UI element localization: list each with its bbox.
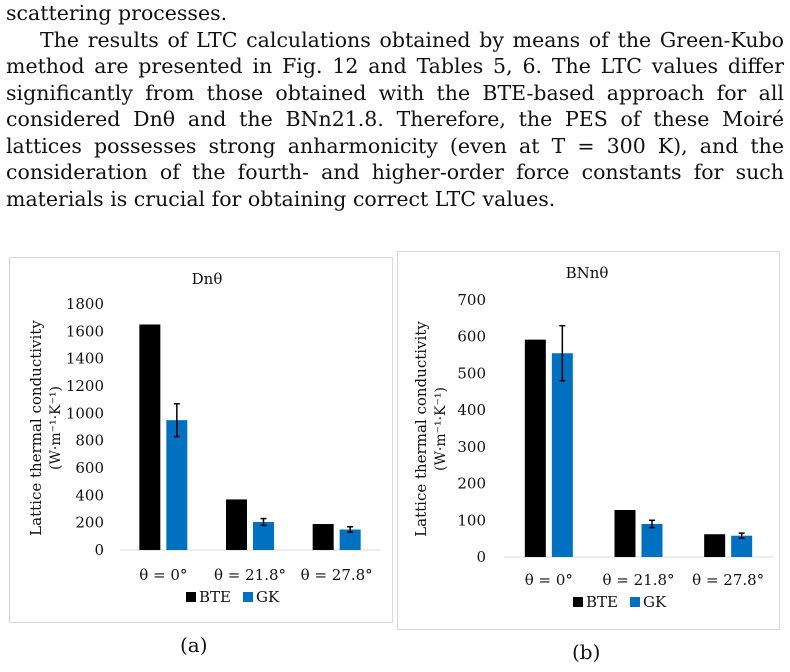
chart-b-ytick-7: 700 [457,291,486,309]
chart-a-legend-label-gk: GK [256,588,280,606]
chart-b-bar-bte-1 [614,510,636,557]
chart-a-bar-bte-0 [139,324,161,550]
chart-b-ytick-5: 500 [457,364,486,382]
chart-b-bar-bte-0 [524,339,546,557]
chart-b-ytick-2: 200 [457,475,486,493]
chart-a-ytick-0: 0 [94,541,104,559]
chart-a-xtick-1: θ = 21.8° [214,566,286,584]
chart-b-ytick-6: 600 [457,328,486,346]
caption-b: (b) [572,640,601,664]
chart-b-legend-swatch-gk [630,597,640,607]
body-text: scattering processes. The results of LTC… [6,0,784,212]
chart-a-ytick-3: 600 [75,459,104,477]
chart-b-bar-bte-2 [704,534,726,557]
chart-b-ytick-1: 100 [457,511,486,529]
caption-a: (a) [180,633,208,657]
chart-b-ytick-3: 300 [457,438,486,456]
chart-b-ytick-4: 400 [457,401,486,419]
chart-b-xtick-1: θ = 21.8° [602,571,674,589]
chart-b-legend-label-gk: GK [643,593,667,611]
chart-b-bar-gk-0 [551,353,573,557]
chart-a-bar-gk-2 [339,529,361,550]
chart-b-ytick-0: 0 [476,548,486,566]
chart-a-xtick-2: θ = 27.8° [301,566,373,584]
chart-b-ylabel-1: Lattice thermal conductivity [412,321,430,537]
chart-b-bar-gk-1 [641,523,663,557]
chart-b-xtick-0: θ = 0° [525,571,573,589]
chart-b-legend-label-bte: BTE [586,593,618,611]
chart-a-ytick-9: 1800 [66,295,104,313]
chart-a-legend-swatch-gk [243,592,253,602]
chart-a-ytick-7: 1400 [66,350,104,368]
chart-a-ylabel-1: Lattice thermal conductivity [27,320,45,536]
chart-b-bar-gk-2 [731,535,753,557]
chart-a-bar-gk-1 [253,521,274,550]
text-line-0: scattering processes. [6,1,228,25]
chart-a-title: Dnθ [192,270,223,288]
chart-b-ylabel-2: (W·m⁻¹·K⁻¹) [433,387,449,471]
chart-a-ytick-6: 1200 [66,377,104,395]
chart-b-svg: BNnθ 0 100 200 300 400 500 600 700 Lattice therma… [412,264,773,611]
chart-b-xtick-2: θ = 27.8° [692,571,764,589]
chart-a-ytick-5: 1000 [66,404,104,422]
chart-a-ytick-1: 200 [75,514,104,532]
chart-b-title: BNnθ [566,264,609,282]
chart-a-ytick-2: 400 [75,486,104,504]
chart-a-bar-gk-0 [166,420,188,550]
chart-panel-a: Dnθ 0 200 400 600 800 1000 1200 1400 1600 1800 Latt… [9,257,393,623]
chart-a-legend-swatch-bte [186,592,196,602]
chart-a-ytick-8: 1600 [66,322,104,340]
chart-a-bar-bte-2 [312,524,334,550]
chart-a-bar-bte-1 [226,499,247,550]
chart-a-ylabel-2: (W·m⁻¹·K⁻¹) [48,386,64,470]
chart-a-legend-label-bte: BTE [199,588,231,606]
chart-b-legend-swatch-bte [573,597,583,607]
chart-a-svg: Dnθ 0 200 400 600 800 1000 1200 1400 1600 1800 Latt… [27,270,380,606]
chart-a-xtick-0: θ = 0° [139,566,187,584]
chart-a-ytick-4: 800 [75,432,104,450]
chart-panel-b: BNnθ 0 100 200 300 400 500 600 700 Lattice therma… [397,251,780,630]
text-paragraph: The results of LTC calculations obtained… [6,27,784,211]
